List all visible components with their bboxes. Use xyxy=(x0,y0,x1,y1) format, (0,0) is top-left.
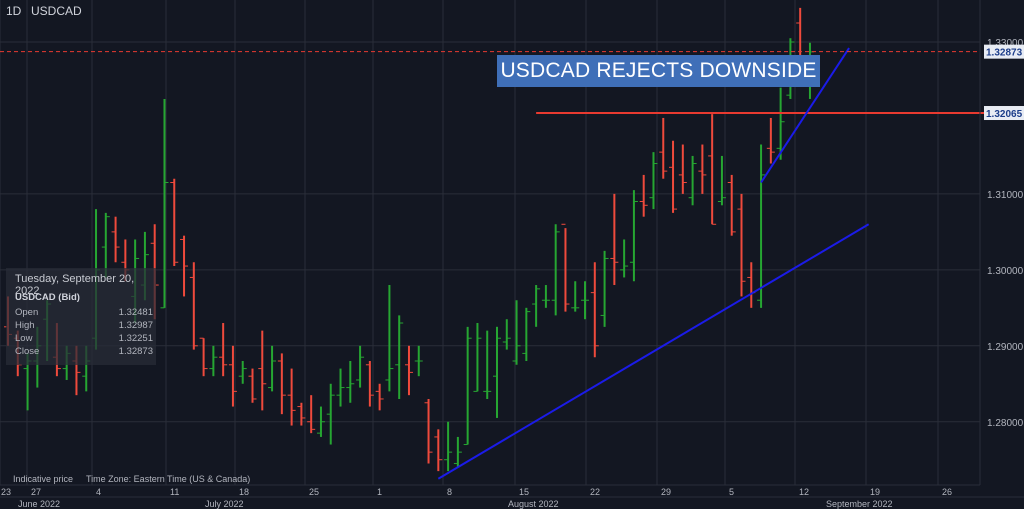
x-tick-label: 22 xyxy=(590,487,600,497)
x-tick-label: 26 xyxy=(942,487,952,497)
ohlc-value: 1.32873 xyxy=(118,346,153,357)
y-tick-label: 1.30000 xyxy=(987,266,1024,277)
y-tick-label: 1.28000 xyxy=(987,418,1024,429)
x-tick-label: 1 xyxy=(377,487,382,497)
x-tick-label: 29 xyxy=(661,487,671,497)
indicative-price-note: Indicative price xyxy=(13,474,74,484)
ohlc-symbol: USDCAD (Bid) xyxy=(15,292,80,303)
ohlc-row-open: Open 1.32481 xyxy=(15,307,153,318)
x-tick-label: 15 xyxy=(519,487,529,497)
ohlc-label: High xyxy=(15,320,35,331)
timeframe-label[interactable]: 1D xyxy=(6,4,22,18)
price-tag xyxy=(984,44,1024,59)
x-tick-label: 11 xyxy=(170,487,179,497)
y-tick-label: 1.33000 xyxy=(987,38,1024,49)
x-tick-label: 27 xyxy=(31,487,41,497)
price-axis: 1.28000 1.29000 1.30000 1.31000 1.330001.328… xyxy=(979,0,1024,485)
x-tick-label: 19 xyxy=(870,487,880,497)
month-label: August 2022 xyxy=(508,499,559,509)
month-label: September 2022 xyxy=(826,499,893,509)
month-label: June 2022 xyxy=(18,499,60,509)
ohlc-row-low: Low 1.32251 xyxy=(15,333,153,344)
x-tick-label: 12 xyxy=(799,487,809,497)
ohlc-label: Close xyxy=(15,346,40,357)
price-tag xyxy=(984,106,1024,121)
x-tick-label: 23 xyxy=(1,487,11,497)
timezone-label[interactable]: Time Zone: Eastern Time (US & Canada) xyxy=(86,474,251,484)
ohlc-date: Tuesday, September 20, 2022 xyxy=(15,273,135,297)
y-tick-label: 1.29000 xyxy=(987,342,1024,353)
ohlc-panel: Tuesday, September 20, 2022 USDCAD (Bid)… xyxy=(6,268,156,365)
headline-banner: USDCAD REJECTS DOWNSIDE xyxy=(497,55,820,87)
x-tick-label: 5 xyxy=(729,487,734,497)
y-tick-label: 1.31000 xyxy=(987,190,1024,201)
trendline xyxy=(760,47,850,184)
x-tick-label: 25 xyxy=(309,487,319,497)
ohlc-value: 1.32251 xyxy=(118,333,153,344)
chart-grid xyxy=(0,0,980,485)
symbol-label[interactable]: USDCAD xyxy=(31,4,82,18)
ohlc-row-high: High 1.32987 xyxy=(15,320,153,331)
trendline xyxy=(437,223,870,480)
x-tick-label: 4 xyxy=(96,487,101,497)
ohlc-value: 1.32987 xyxy=(118,320,153,331)
ohlc-label: Low xyxy=(15,333,33,344)
ohlc-value: 1.32481 xyxy=(118,307,153,318)
x-tick-label: 8 xyxy=(447,487,452,497)
chart-overlays xyxy=(0,47,1024,480)
x-tick-label: 18 xyxy=(239,487,249,497)
price-tag-label: 1.32873 xyxy=(986,48,1023,59)
ohlc-label: Open xyxy=(15,307,39,318)
price-tag-label: 1.32065 xyxy=(986,109,1023,120)
month-label: July 2022 xyxy=(205,499,244,509)
ohlc-row-close: Close 1.32873 xyxy=(15,346,153,357)
